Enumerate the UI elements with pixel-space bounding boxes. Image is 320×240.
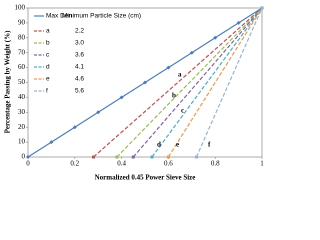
series-label: c [181, 107, 184, 115]
y-tick-label: 40 [18, 93, 26, 101]
y-tick-label: 60 [18, 63, 26, 71]
marker [131, 155, 135, 159]
y-tick-label: 30 [18, 108, 26, 116]
marker [115, 155, 119, 159]
x-tick-label: 0.2 [70, 160, 79, 168]
legend-min-size: 4.1 [75, 64, 84, 71]
marker [150, 155, 154, 159]
x-tick-label: 1 [260, 160, 264, 168]
marker [166, 155, 170, 159]
legend-min-size: 5.6 [75, 88, 84, 95]
legend-min-size: 2.2 [75, 28, 84, 35]
marker [49, 140, 54, 145]
y-tick-label: 80 [18, 33, 26, 41]
marker [260, 6, 264, 10]
legend-label: e [46, 76, 50, 83]
y-tick-label: 50 [18, 78, 26, 86]
series-line [116, 7, 263, 158]
marker [26, 155, 30, 159]
legend-header: Minimum Particle Size (cm) [62, 13, 141, 20]
legend-label: Max Den [46, 13, 72, 20]
x-axis-label: Normalized 0.45 Power Sieve Size [95, 174, 196, 182]
legend-label: f [46, 88, 48, 95]
x-tick-label: 0.4 [117, 160, 126, 168]
x-tick-label: 0 [26, 160, 30, 168]
series-line [132, 7, 263, 158]
legend-min-size: 3.6 [75, 52, 84, 59]
marker [92, 155, 96, 159]
chart: Percentage Passing by Weight (%) Normali… [4, 4, 265, 182]
marker [143, 80, 147, 85]
series-line [195, 7, 263, 158]
series-label: e [176, 141, 179, 149]
marker [194, 155, 198, 159]
y-axis-label: Percentage Passing by Weight (%) [4, 30, 12, 133]
marker [119, 95, 124, 100]
series-label: a [178, 71, 182, 79]
series-line [93, 7, 263, 158]
series-label: b [172, 92, 176, 100]
legend-label: a [46, 28, 50, 35]
y-tick-label: 0 [22, 153, 26, 161]
y-tick-label: 20 [18, 123, 26, 131]
legend-label: c [46, 52, 50, 59]
legend-label: b [46, 40, 50, 47]
x-tick-label: 0.6 [164, 160, 173, 168]
legend-min-size: 4.6 [75, 76, 84, 83]
legend-label: d [46, 64, 50, 71]
marker [166, 65, 171, 70]
series-line [151, 7, 263, 158]
marker [236, 20, 241, 25]
y-tick-label: 100 [15, 4, 26, 12]
y-tick-label: 70 [18, 48, 26, 56]
series-label: f [208, 141, 211, 149]
legend-min-size: 3.0 [75, 40, 84, 47]
marker [72, 125, 77, 130]
x-tick-label: 0.8 [211, 160, 220, 168]
y-tick-label: 10 [18, 138, 26, 146]
y-tick-label: 90 [18, 19, 26, 27]
series-label: d [157, 141, 161, 149]
marker [96, 110, 101, 115]
series-line [167, 7, 263, 158]
marker [213, 35, 218, 40]
marker [189, 50, 194, 55]
